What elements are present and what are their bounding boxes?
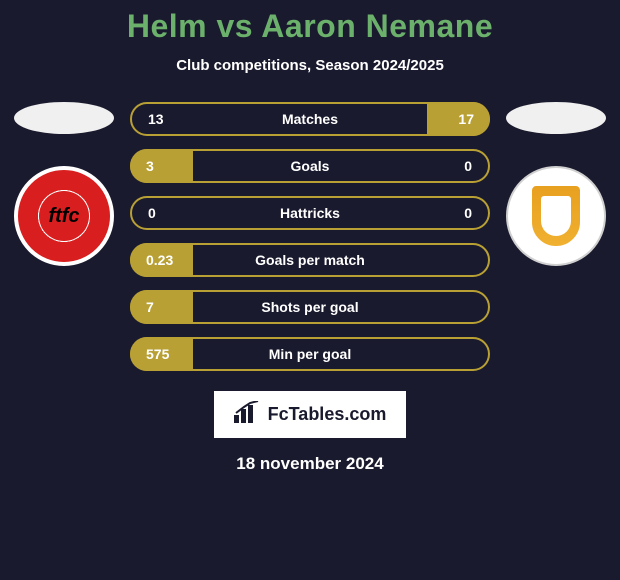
stat-row: 0.23Goals per match <box>130 243 490 277</box>
stat-value-left: 3 <box>130 149 193 183</box>
fctables-watermark: FcTables.com <box>214 391 407 438</box>
club-badge-right <box>506 166 606 266</box>
stat-value-right: 17 <box>427 102 490 136</box>
stat-label: Goals per match <box>193 252 427 268</box>
subtitle: Club competitions, Season 2024/2025 <box>176 57 444 74</box>
stat-value-left: 575 <box>130 337 193 371</box>
comparison-panel: ftfc 13Matches173Goals00Hattricks00.23Go… <box>0 102 620 371</box>
stat-row: 7Shots per goal <box>130 290 490 324</box>
player-right-column <box>506 102 606 266</box>
player-left-photo-placeholder <box>14 102 114 134</box>
date-label: 18 november 2024 <box>236 454 383 474</box>
stat-value-right: 0 <box>427 158 472 174</box>
stat-row: 575Min per goal <box>130 337 490 371</box>
player-left-column: ftfc <box>14 102 114 266</box>
stat-value-left: 0 <box>148 205 193 221</box>
page-title: Helm vs Aaron Nemane <box>127 8 493 45</box>
stat-value-left: 13 <box>148 111 193 127</box>
club-badge-right-shield <box>529 183 583 249</box>
stat-value-left: 0.23 <box>130 243 193 277</box>
player-right-photo-placeholder <box>506 102 606 134</box>
stat-label: Shots per goal <box>193 299 427 315</box>
brand-label: FcTables.com <box>268 404 387 425</box>
chart-icon <box>234 401 260 428</box>
stat-label: Matches <box>193 111 427 127</box>
stat-value-right: 0 <box>427 205 472 221</box>
club-badge-left: ftfc <box>14 166 114 266</box>
stat-row: 13Matches17 <box>130 102 490 136</box>
stat-label: Goals <box>193 158 427 174</box>
stat-row: 0Hattricks0 <box>130 196 490 230</box>
stat-value-left: 7 <box>130 290 193 324</box>
stats-list: 13Matches173Goals00Hattricks00.23Goals p… <box>130 102 490 371</box>
stat-label: Hattricks <box>193 205 427 221</box>
stat-label: Min per goal <box>193 346 427 362</box>
stat-row: 3Goals0 <box>130 149 490 183</box>
club-badge-left-text: ftfc <box>39 191 89 241</box>
club-badge-right-inner <box>541 196 571 236</box>
